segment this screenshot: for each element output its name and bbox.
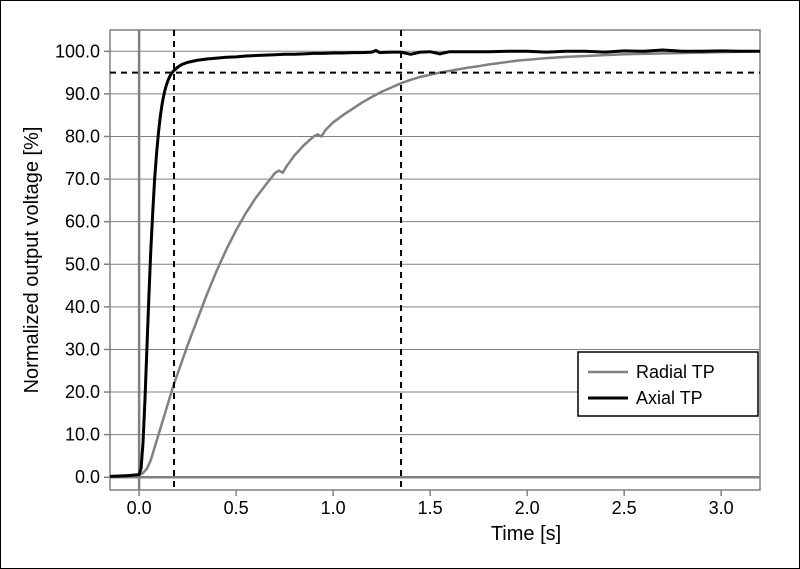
xtick-label: 2.5 xyxy=(612,498,637,518)
ytick-label: 10.0 xyxy=(65,425,100,445)
ytick-label: 30.0 xyxy=(65,339,100,359)
xtick-label: 3.0 xyxy=(709,498,734,518)
ytick-label: 40.0 xyxy=(65,297,100,317)
ytick-label: 100.0 xyxy=(55,41,100,61)
xtick-label: 0.5 xyxy=(224,498,249,518)
ytick-label: 50.0 xyxy=(65,254,100,274)
ytick-label: 0.0 xyxy=(75,467,100,487)
chart-container: 0.0 10.0 20.0 30.0 40.0 50.0 60.0 70.0 80.0 90.0 1… xyxy=(0,0,800,569)
xtick-label: 1.0 xyxy=(321,498,346,518)
ytick-label: 20.0 xyxy=(65,382,100,402)
xtick-label: 1.5 xyxy=(418,498,443,518)
legend-label: Axial TP xyxy=(636,388,703,408)
ytick-label: 80.0 xyxy=(65,126,100,146)
ytick-label: 60.0 xyxy=(65,212,100,232)
xtick-label: 0.0 xyxy=(127,498,152,518)
legend-label: Radial TP xyxy=(636,362,715,382)
ytick-label: 70.0 xyxy=(65,169,100,189)
legend: Radial TP Axial TP xyxy=(578,352,758,416)
x-axis-title: Time [s] xyxy=(491,523,561,545)
plot-background xyxy=(110,30,760,490)
ytick-label: 90.0 xyxy=(65,84,100,104)
y-axis-title: Normalized output voltage [%] xyxy=(21,127,43,394)
line-chart: 0.0 10.0 20.0 30.0 40.0 50.0 60.0 70.0 80.0 90.0 1… xyxy=(0,0,800,569)
xtick-label: 2.0 xyxy=(515,498,540,518)
